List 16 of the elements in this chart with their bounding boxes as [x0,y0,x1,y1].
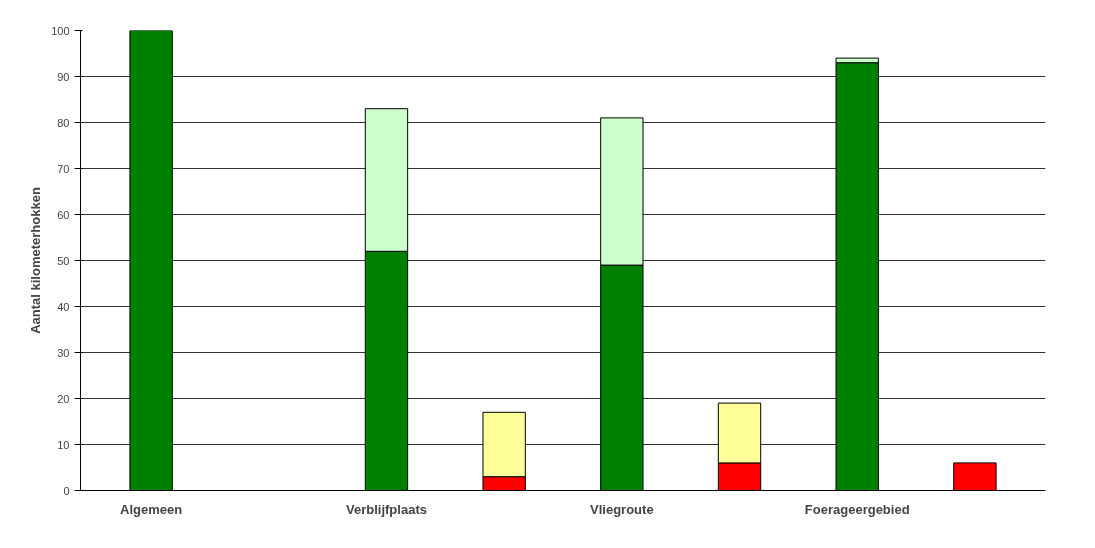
x-tick-label: Foerageergebied [804,501,910,517]
y-axis-title: Aantal kilometerhokken [28,187,44,334]
y-tick-label: 60 [57,208,70,221]
x-tick-label: Vliegroute [590,501,654,517]
y-tick-label: 100 [51,24,70,37]
y-tick-label: 90 [57,70,70,83]
y-tick-label: 40 [57,300,70,313]
y-tick-label: 10 [57,438,70,451]
y-tick-label: 30 [57,346,70,359]
y-tick-label: 70 [57,162,70,175]
y-tick-label: 50 [57,254,70,267]
y-tick-label: 80 [57,116,70,129]
x-tick-label: Algemeen [120,501,183,517]
x-tick-label: Verblijfplaats [346,501,427,517]
y-tick-label: 20 [57,392,70,405]
y-tick-label: 0 [63,484,70,497]
